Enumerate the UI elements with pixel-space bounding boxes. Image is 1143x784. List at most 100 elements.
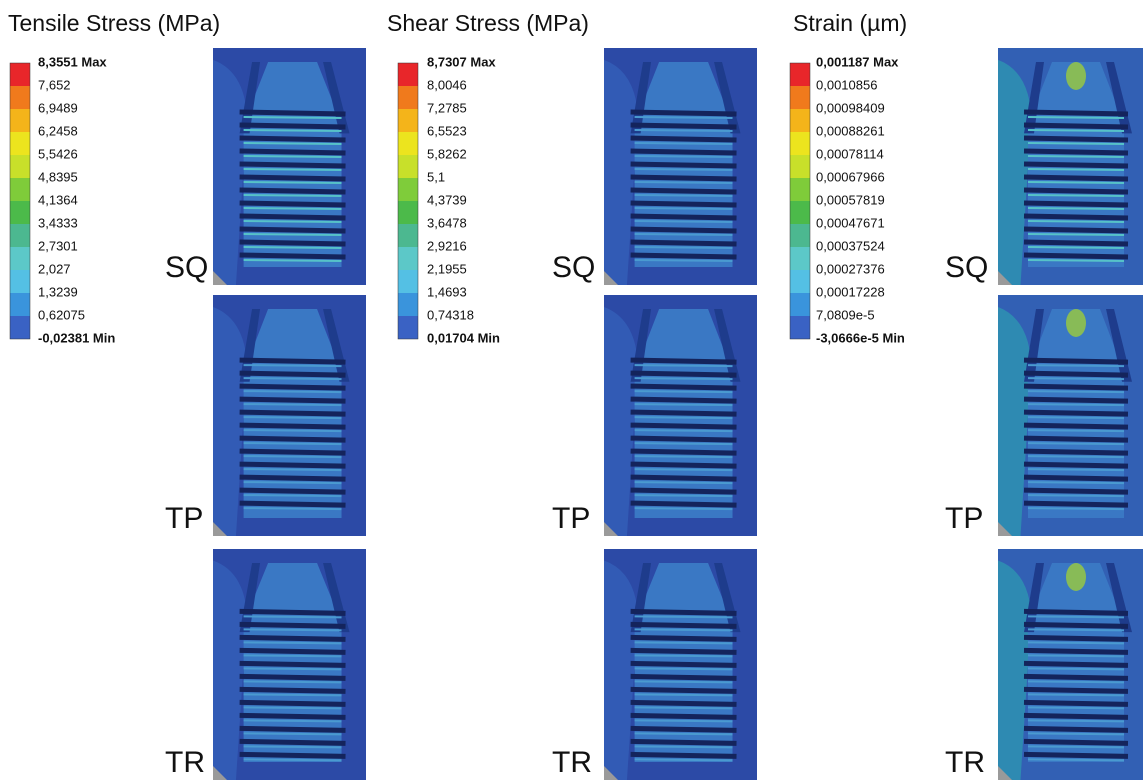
result-image <box>604 295 757 536</box>
thread-highlight <box>243 245 342 249</box>
thread-shadow <box>1023 660 1129 668</box>
thread-highlight <box>634 468 733 472</box>
thread-highlight <box>1027 654 1125 658</box>
thread-highlight <box>634 154 733 158</box>
thread-shadow <box>630 487 737 495</box>
thread-shadow <box>239 135 346 143</box>
thread-highlight <box>634 245 733 249</box>
thread-highlight <box>1027 115 1125 119</box>
thread-highlight <box>1027 403 1125 407</box>
legend-label: 8,7307 Max <box>427 54 496 69</box>
thread-shadow <box>1023 487 1129 495</box>
thread-shadow <box>630 699 737 707</box>
thread-shadow <box>239 252 346 260</box>
thread-highlight <box>243 390 342 394</box>
legend-swatch <box>398 201 418 224</box>
thread-shadow <box>630 660 737 668</box>
thread-shadow <box>630 673 737 681</box>
row-label: TR <box>945 746 985 779</box>
legend-label: 6,5523 <box>427 123 467 138</box>
thread-highlight <box>634 667 733 671</box>
thread-highlight <box>1027 206 1125 210</box>
thread-highlight <box>634 390 733 394</box>
thread-shadow <box>630 435 737 443</box>
thread-shadow <box>630 474 737 482</box>
thread-shadow <box>239 187 346 195</box>
thread-shadow <box>630 422 737 430</box>
legend-label: -3,0666e-5 Min <box>816 330 905 345</box>
legend-label: 5,8262 <box>427 146 467 161</box>
thread-shadow <box>630 461 737 469</box>
thread-highlight <box>243 442 342 446</box>
thread-highlight <box>634 481 733 485</box>
legend-swatch <box>790 316 810 339</box>
thread-shadow <box>630 725 737 733</box>
thread-highlight <box>634 258 733 262</box>
legend-label: -0,02381 Min <box>38 330 115 345</box>
legend-label: 6,9489 <box>38 100 78 115</box>
thread-highlight <box>1027 507 1125 511</box>
thread-highlight <box>1027 390 1125 394</box>
thread-highlight <box>243 219 342 223</box>
thread-highlight <box>243 494 342 498</box>
thread-highlight <box>243 180 342 184</box>
thread-shadow <box>239 357 346 365</box>
legend-label: 2,7301 <box>38 238 78 253</box>
thread-shadow <box>239 660 346 668</box>
thread-highlight <box>243 377 342 381</box>
strain-hotspot <box>1066 62 1086 90</box>
thread-shadow <box>630 109 737 117</box>
legend-swatch <box>398 293 418 316</box>
thread-highlight <box>243 206 342 210</box>
thread-shadow <box>1023 608 1129 616</box>
thread-highlight <box>634 167 733 171</box>
thread-highlight <box>634 693 733 697</box>
thread-shadow <box>239 448 346 456</box>
thread-highlight <box>1027 719 1125 723</box>
thread-shadow <box>630 187 737 195</box>
legend-swatch <box>10 155 30 178</box>
corner <box>213 766 227 780</box>
thread-shadow <box>1023 461 1129 469</box>
thread-highlight <box>243 193 342 197</box>
thread-shadow <box>630 686 737 694</box>
corner <box>604 271 618 285</box>
thread-highlight <box>243 745 342 749</box>
thread-shadow <box>1023 200 1129 208</box>
thread-shadow <box>630 161 737 169</box>
thread-shadow <box>1023 148 1129 156</box>
legend-label: 1,3239 <box>38 284 78 299</box>
thread-highlight <box>634 706 733 710</box>
legend-swatch <box>10 178 30 201</box>
implant-collar <box>1024 62 1044 134</box>
legend-swatch <box>10 86 30 109</box>
implant-collar <box>239 309 261 382</box>
row-label: TP <box>165 502 203 535</box>
thread-highlight <box>1027 693 1125 697</box>
thread-shadow <box>239 673 346 681</box>
legend-label: 0,00057819 <box>816 192 885 207</box>
thread-shadow <box>1023 370 1129 378</box>
corner <box>998 522 1012 536</box>
thread-highlight <box>243 680 342 684</box>
legend-label: 0,00078114 <box>816 146 884 161</box>
thread-shadow <box>1023 357 1129 365</box>
thread-highlight <box>243 732 342 736</box>
thread-highlight <box>1027 180 1125 184</box>
thread-highlight <box>1027 628 1125 632</box>
thread-shadow <box>630 712 737 720</box>
thread-highlight <box>243 364 342 368</box>
legend-label: 5,1 <box>427 169 445 184</box>
thread-highlight <box>243 468 342 472</box>
legend-label: 6,2458 <box>38 123 78 138</box>
implant-collar <box>239 563 261 633</box>
legend-label: 2,027 <box>38 261 71 276</box>
legend-swatch <box>790 109 810 132</box>
legend-label: 3,6478 <box>427 215 467 230</box>
thread-highlight <box>634 232 733 236</box>
corner <box>604 766 618 780</box>
thread-highlight <box>634 494 733 498</box>
thread-shadow <box>1023 109 1129 117</box>
thread-highlight <box>243 416 342 420</box>
legend-label: 2,9216 <box>427 238 467 253</box>
